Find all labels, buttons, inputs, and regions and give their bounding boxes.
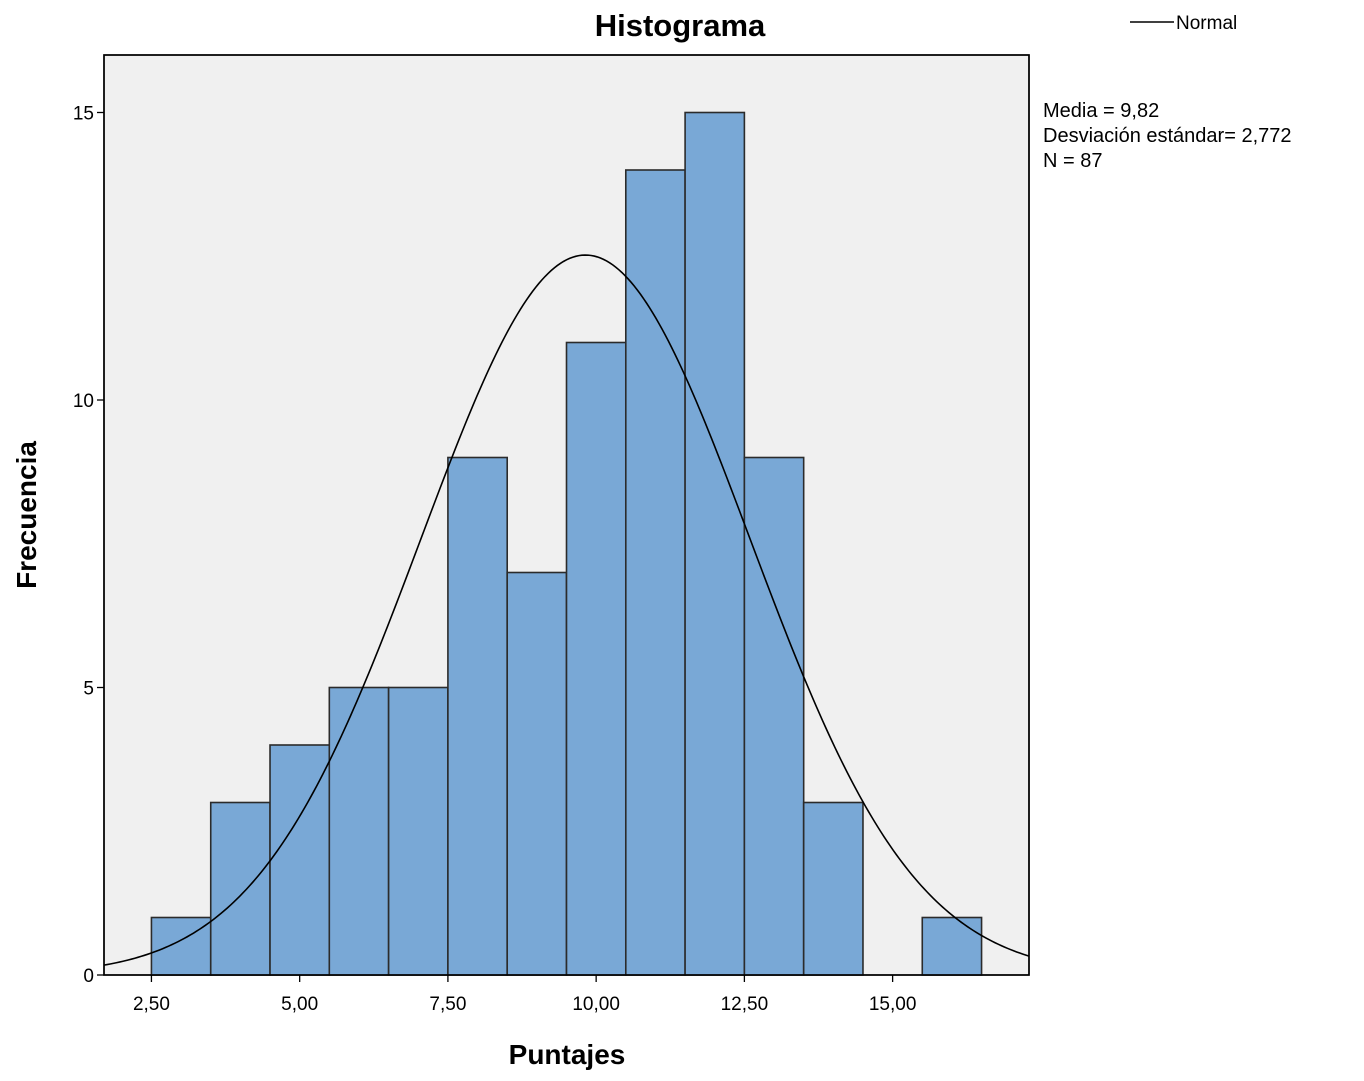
histogram-bar-5	[447, 456, 509, 976]
x-tick-label-0: 2,50	[133, 994, 170, 1015]
histogram-bar-9	[684, 111, 746, 976]
histogram-bar-4	[387, 686, 449, 976]
legend-normal-label: Normal	[1176, 13, 1237, 34]
histogram-bar-8	[624, 169, 686, 976]
x-tick-label-5: 15,00	[869, 994, 917, 1015]
x-tick-label-4: 12,50	[721, 994, 769, 1015]
histogram-bar-13	[921, 916, 983, 976]
y-tick-label-3: 15	[73, 104, 94, 125]
x-axis-label: Puntajes	[509, 1039, 626, 1070]
histogram-bar-7	[565, 341, 627, 976]
y-axis-label: Frecuencia	[11, 441, 42, 589]
histogram-bar-10	[743, 456, 805, 976]
histogram-bar-11	[802, 801, 864, 976]
stat-n: N = 87	[1043, 150, 1102, 172]
y-axis-ticks: 0 5 10 15	[73, 104, 104, 987]
plot-frame	[103, 54, 1030, 976]
normal-curve-line	[103, 254, 1030, 966]
stat-std-dev: Desviación estándar= 2,772	[1043, 125, 1292, 147]
x-tick-label-1: 5,00	[281, 994, 318, 1015]
x-axis-ticks: 2,50 5,00 7,50 10,00 12,50 15,00	[133, 975, 916, 1015]
chart-title: Histograma	[595, 8, 766, 43]
legend: Normal	[1130, 13, 1237, 34]
bars-group	[150, 111, 983, 976]
x-tick-label-3: 10,00	[572, 994, 620, 1015]
x-tick-label-2: 7,50	[429, 994, 466, 1015]
histogram-bar-6	[506, 571, 568, 976]
y-tick-label-0: 0	[83, 966, 94, 987]
histogram-bar-1	[209, 801, 271, 976]
histogram-bar-0	[150, 916, 212, 976]
y-tick-label-2: 10	[73, 391, 94, 412]
statistics-box: Media = 9,82 Desviación estándar= 2,772 …	[1043, 100, 1292, 172]
histogram-bar-3	[328, 686, 390, 976]
y-tick-label-1: 5	[83, 679, 94, 700]
stat-mean: Media = 9,82	[1043, 100, 1159, 122]
